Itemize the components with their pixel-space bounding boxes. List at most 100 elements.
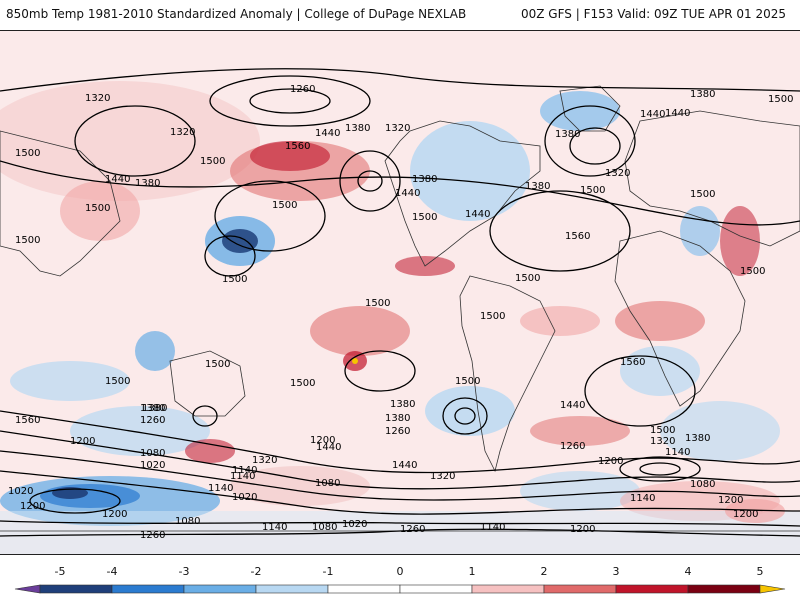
contour-label: 1320 (85, 93, 110, 104)
eurasia-outline (624, 110, 800, 247)
colorbar-segment (39, 584, 113, 594)
contour-label: 1380 (685, 433, 710, 444)
contour-label: 1320 (170, 127, 195, 138)
north-america-outline (384, 120, 541, 267)
colorbar-tick-label: 5 (756, 565, 764, 578)
anomaly-map: 1260 1320 1380 1440 1500 1320 1500 1440 … (0, 31, 800, 554)
contour-label: 1440 (105, 174, 130, 185)
contour-label: 1380 (135, 178, 160, 189)
contour-label: 1020 (8, 486, 33, 497)
contour-label: 1020 (342, 519, 367, 530)
colorbar-tick-label: -2 (250, 565, 262, 578)
contour-label: 1020 (140, 460, 165, 471)
contour-label: 1440 (315, 128, 340, 139)
colorbar-segment (111, 584, 185, 594)
contour-label: 1500 (650, 425, 675, 436)
header: 850mb Temp 1981-2010 Standardized Anomal… (0, 0, 800, 30)
contour-label: 1320 (650, 436, 675, 447)
contour-label: 1380 (385, 413, 410, 424)
contour-label: 1440 (640, 109, 665, 120)
contour-label: 1500 (272, 200, 297, 211)
contour-label: 1140 (665, 447, 690, 458)
contour-label: 1380 (140, 403, 165, 414)
contour-label: 1500 (365, 298, 390, 309)
colorbar-legend: -5 -4 -3 -2 -1 0 1 2 3 4 5 (0, 555, 800, 600)
contour-label: 1080 (690, 479, 715, 490)
australia-outline (169, 350, 246, 417)
contour-label: 1080 (140, 448, 165, 459)
contour-label: 1260 (400, 524, 425, 535)
contour-label: 1500 (740, 266, 765, 277)
contour-label: 1560 (15, 415, 40, 426)
contour-label: 1440 (395, 188, 420, 199)
contour-label: 1200 (598, 456, 623, 467)
contour-label: 1500 (105, 376, 130, 387)
greenland-outline (559, 85, 621, 132)
colorbar-segment (615, 584, 689, 594)
contour-label: 1380 (142, 403, 167, 414)
contour-label: 1140 (630, 493, 655, 504)
colorbar-tick-label: 0 (396, 565, 404, 578)
colorbar-tick-label: -1 (322, 565, 334, 578)
map-title: 850mb Temp 1981-2010 Standardized Anomal… (6, 7, 467, 21)
colorbar-tick-label: -5 (54, 565, 66, 578)
colorbar-min-arrow (14, 584, 41, 594)
contour-label: 1500 (205, 359, 230, 370)
contour-label: 1560 (285, 141, 310, 152)
contour-label: 1560 (565, 231, 590, 242)
contour-label: 1440 (316, 442, 341, 453)
contour-label: 1260 (560, 441, 585, 452)
contour-label: 1500 (515, 273, 540, 284)
contour-label: 1200 (20, 501, 45, 512)
contour-label: 1500 (15, 148, 40, 159)
contour-label: 1380 (525, 181, 550, 192)
anomaly-shading (0, 81, 800, 554)
africa-outline (614, 230, 746, 407)
asia-outline (0, 130, 121, 277)
contour-label: 1440 (392, 460, 417, 471)
map-panel: 1260 1320 1380 1440 1500 1320 1500 1440 … (0, 30, 800, 555)
contour-label: 1560 (620, 357, 645, 368)
contour-label: 1200 (102, 509, 127, 520)
colorbar-tick-label: 4 (684, 565, 692, 578)
contour-label: 1140 (208, 483, 233, 494)
contour-label: 1380 (690, 89, 715, 100)
colorbar-segment (471, 584, 545, 594)
contour-label: 1080 (315, 478, 340, 489)
contour-label: 1500 (15, 235, 40, 246)
colorbar (14, 584, 786, 594)
contour-label: 1080 (175, 516, 200, 527)
contour-label: 1500 (580, 185, 605, 196)
contour-label: 1200 (733, 509, 758, 520)
contour-label: 1020 (232, 492, 257, 503)
contour-label: 1320 (605, 168, 630, 179)
contour-label: 1200 (570, 524, 595, 535)
contour-label: 1500 (85, 203, 110, 214)
height-contours (0, 68, 800, 537)
contour-label: 1440 (465, 209, 490, 220)
colorbar-tick-label: 3 (612, 565, 620, 578)
colorbar-segment (543, 584, 617, 594)
contour-label: 1440 (560, 400, 585, 411)
contour-label: 1200 (310, 435, 335, 446)
contour-label: 1320 (430, 471, 455, 482)
colorbar-segment (687, 584, 761, 594)
contour-label: 1500 (690, 189, 715, 200)
colorbar-tick-label: -4 (106, 565, 118, 578)
contour-label: 1380 (555, 129, 580, 140)
contour-label: 1500 (412, 212, 437, 223)
contour-label: 1500 (768, 94, 793, 105)
contour-label: 1380 (412, 174, 437, 185)
contour-label: 1500 (290, 378, 315, 389)
colorbar-tick-label: 1 (468, 565, 476, 578)
contour-label: 1500 (455, 376, 480, 387)
contour-label: 1380 (345, 123, 370, 134)
contour-label: 1200 (718, 495, 743, 506)
contour-labels: 1260 1320 1380 1440 1500 1320 1500 1440 … (8, 84, 793, 541)
contour-label: 1140 (480, 522, 505, 533)
colorbar-max-arrow (759, 584, 786, 594)
colorbar-segment (255, 584, 329, 594)
contour-label: 1320 (252, 455, 277, 466)
contour-label: 1260 (290, 84, 315, 95)
contour-label: 1080 (312, 522, 337, 533)
